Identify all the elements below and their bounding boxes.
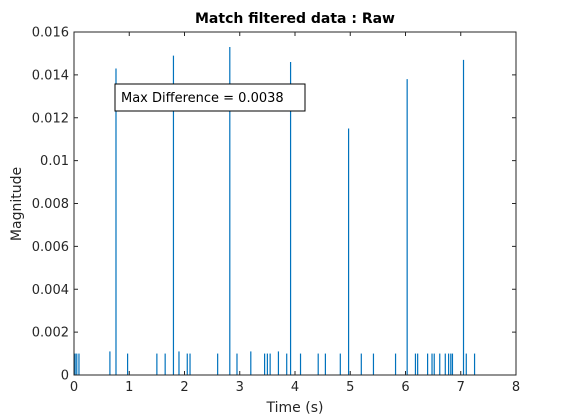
y-tick-label: 0.012	[32, 111, 69, 126]
y-tick-label: 0.006	[32, 240, 69, 255]
x-tick-label: 2	[180, 380, 188, 395]
x-tick-label: 1	[125, 380, 133, 395]
bars	[74, 47, 476, 375]
y-tick-label: 0.01	[40, 154, 69, 169]
x-tick-label: 3	[236, 380, 244, 395]
y-tick-label: 0	[61, 369, 69, 384]
y-axis-label: Magnitude	[9, 167, 25, 241]
x-axis-label: Time (s)	[266, 400, 324, 416]
ticks: 0 1 2 3 4 5 6 7 8 0 0.002 0.004 0.006 0.008 0.01 0.012 0…	[32, 26, 520, 396]
y-tick-label: 0.004	[32, 283, 69, 298]
y-tick-label: 0.002	[32, 326, 69, 341]
annotation-text: Max Difference = 0.0038	[121, 91, 284, 106]
annotation-box	[114, 83, 306, 112]
annotation: Max Difference = 0.0038	[114, 83, 306, 112]
chart-title: Match filtered data : Raw	[195, 11, 395, 27]
x-tick-label: 7	[457, 380, 465, 395]
x-tick-label: 5	[346, 380, 354, 395]
x-tick-label: 4	[291, 380, 299, 395]
y-tick-label: 0.014	[32, 68, 69, 83]
y-tick-label: 0.016	[32, 26, 69, 41]
x-tick-label: 6	[401, 380, 409, 395]
x-tick-label: 8	[512, 380, 520, 395]
x-tick-label: 0	[70, 380, 78, 395]
plot-area	[74, 32, 516, 375]
y-tick-label: 0.008	[32, 197, 69, 212]
